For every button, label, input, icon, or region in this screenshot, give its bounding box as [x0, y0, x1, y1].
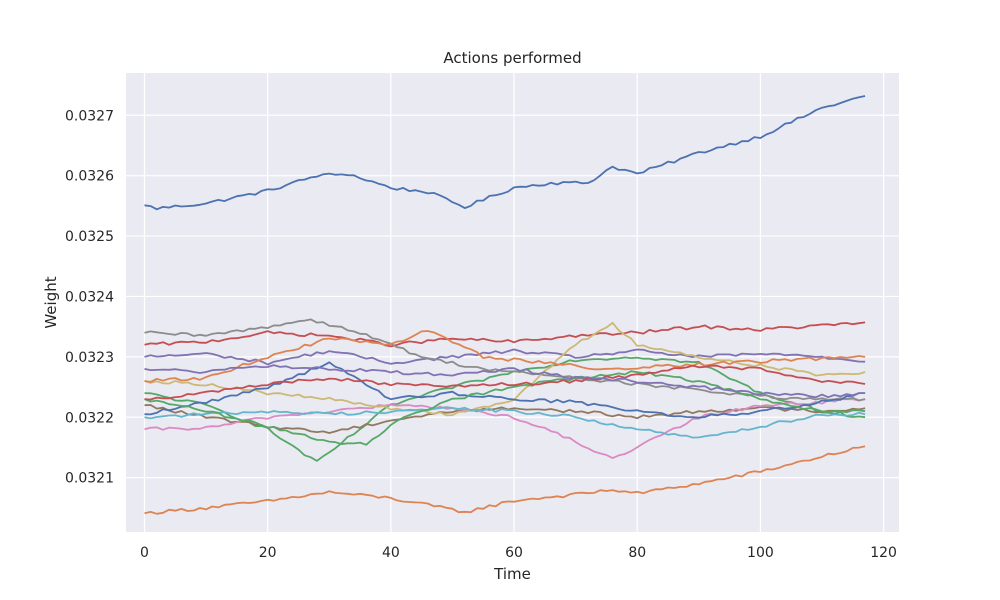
- series-line-9: [144, 406, 866, 439]
- x-tick-label: 60: [505, 545, 523, 561]
- x-tick-label: 80: [628, 545, 646, 561]
- series-line-13: [144, 364, 866, 401]
- series-line-12: [144, 370, 866, 446]
- series-line-4: [144, 348, 866, 366]
- y-tick-label: 0.0321: [65, 471, 114, 487]
- y-tick-label: 0.0322: [65, 410, 114, 426]
- x-tick-label: 40: [382, 545, 400, 561]
- series-line-6: [144, 398, 866, 459]
- y-tick-label: 0.0325: [65, 229, 114, 245]
- y-tick-labels: 0.0321 0.0322 0.0323 0.0324 0.0325 0.0326 0.03…: [65, 108, 114, 486]
- y-tick-label: 0.0324: [65, 289, 114, 305]
- x-tick-labels: 0 20 40 60 80 100 120: [140, 545, 897, 561]
- grid: [126, 73, 899, 532]
- y-tick-label: 0.0327: [65, 108, 114, 124]
- y-axis-label: Weight: [42, 276, 60, 328]
- x-tick-label: 100: [747, 545, 774, 561]
- series-line-11: [144, 330, 866, 383]
- series-line-0: [144, 95, 866, 211]
- x-tick-label: 120: [870, 545, 897, 561]
- series-line-3: [144, 321, 866, 348]
- x-tick-label: 0: [140, 545, 149, 561]
- y-tick-label: 0.0323: [65, 350, 114, 366]
- series-line-1: [144, 445, 866, 515]
- series-line-14: [144, 364, 866, 399]
- x-axis-label: Time: [493, 565, 531, 583]
- y-tick-label: 0.0326: [65, 169, 114, 185]
- plot-background: [126, 73, 899, 532]
- chart-title: Actions performed: [443, 49, 581, 67]
- x-tick-label: 20: [259, 545, 277, 561]
- series-lines: [144, 95, 866, 515]
- series-line-10: [144, 361, 866, 419]
- series-line-8: [144, 321, 866, 417]
